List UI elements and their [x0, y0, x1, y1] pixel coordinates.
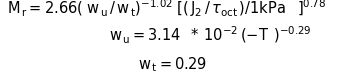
Text: $\mathrm{M}_{\,\mathrm{r}} = 2.66(\;\mathrm{w}_{\,\mathrm{u}}\,/\,\mathrm{w}_{\,: $\mathrm{M}_{\,\mathrm{r}} = 2.66(\;\mat… — [7, 0, 326, 19]
Text: $\mathrm{w}_{\,\mathrm{u}} = 3.14\;\;*\,10^{-2}\,(-\mathrm{T}\;\,)^{-0.29}$: $\mathrm{w}_{\,\mathrm{u}} = 3.14\;\;*\,… — [109, 24, 311, 46]
Text: $\mathrm{w}_{\,\mathrm{t}} = 0.29$: $\mathrm{w}_{\,\mathrm{t}} = 0.29$ — [138, 55, 207, 74]
